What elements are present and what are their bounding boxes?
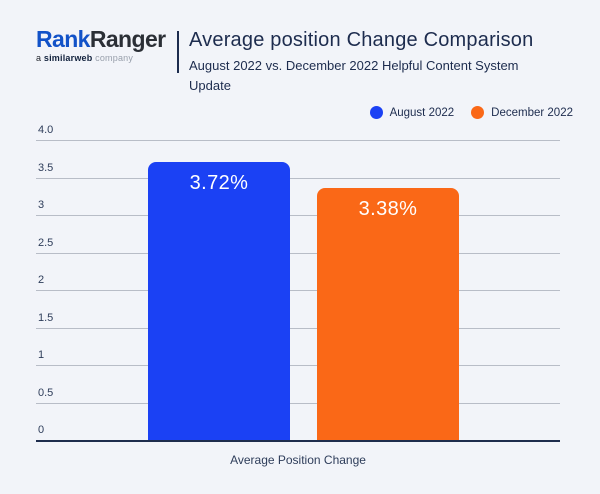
logo-tagline-similarweb: similarweb [43,53,93,63]
logo-tagline-prefix: a [36,53,44,63]
page-title: Average position Change Comparison [189,29,534,51]
x-axis-baseline [36,440,560,442]
chart-legend: August 2022 December 2022 [369,106,573,119]
y-tick-label: 1 [38,349,45,361]
y-tick-label: 1.5 [38,311,54,324]
y-tick-label: 2 [38,274,45,286]
gridline [36,402,560,404]
gridline [36,252,560,254]
y-tick-label: 0.5 [38,386,54,399]
gridline [36,177,560,179]
legend-item-december-2022: December 2022 [471,106,573,119]
y-tick-label: 3 [38,199,45,211]
legend-label: August 2022 [389,106,455,119]
bar-value-label: 3.72% [189,172,249,194]
y-tick-label: 4.0 [38,124,54,136]
gridline [36,290,560,291]
legend-dot-icon [471,106,485,119]
page-subtitle: August 2022 vs. December 2022 Helpful Co… [189,58,519,93]
header-divider [177,31,179,73]
y-tick-label: 3.5 [38,161,54,174]
logo-wordmark: RankRanger [36,27,177,52]
legend-item-august-2022: August 2022 [369,106,455,119]
gridline [36,327,560,329]
logo-ranger-text: Ranger [89,26,166,52]
title-block: Average position Change Comparison Augus… [189,27,557,96]
header: RankRanger a similarweb company Average … [36,27,557,96]
y-tick-label: 2.5 [38,236,54,249]
gridline [36,365,560,366]
legend-label: December 2022 [491,106,573,119]
logo-rank-text: Rank [36,26,90,52]
logo-tagline: a similarweb company [36,53,177,63]
gridline [36,215,560,216]
bar-december-2022: 3.38% [317,187,459,441]
bar-value-label: 3.38% [358,197,418,220]
gridline [36,140,560,141]
y-tick-label: 0 [38,424,45,436]
bar-chart-plot: 0 0.5 1 1.5 2 2.5 3 3.5 4.0 3.72% 3.38% [36,124,560,442]
legend-dot-icon [369,106,383,119]
bar-august-2022: 3.72% [148,162,290,441]
logo-tagline-suffix: company [92,53,134,63]
rankranger-logo: RankRanger a similarweb company [36,27,177,64]
x-axis-label: Average Position Change [230,453,366,467]
